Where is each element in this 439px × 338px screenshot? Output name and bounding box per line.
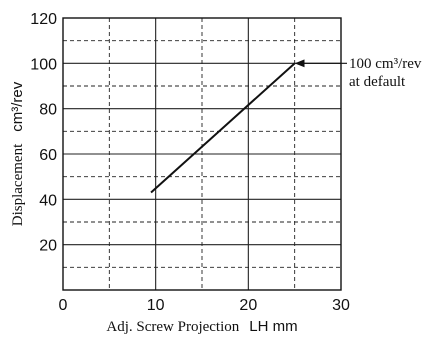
annotation-line-1: 100 cm³/rev (349, 56, 422, 72)
x-axis-label-text: Adj. Screw Projection (106, 319, 239, 335)
y-axis-label: Displacement cm³/rev (9, 81, 26, 226)
y-tick-label: 120 (30, 11, 57, 28)
x-axis-label: Adj. Screw Projection LH mm (106, 318, 297, 335)
x-axis-label-unit: LH mm (249, 318, 297, 335)
y-axis-label-text: Displacement (10, 143, 26, 226)
series-line (150, 62, 296, 194)
y-axis-label-unit: cm³/rev (9, 81, 26, 131)
x-tick-label: 0 (59, 297, 68, 314)
x-tick-label: 20 (239, 297, 257, 314)
x-tick-label: 10 (147, 297, 165, 314)
x-tick-label: 30 (332, 297, 350, 314)
y-tick-label: 40 (39, 192, 57, 209)
y-tick-label: 100 (30, 56, 57, 73)
y-tick-label: 80 (39, 102, 57, 119)
tick-labels: 0 10 20 30 20 40 60 80 100 120 (30, 11, 350, 314)
plot-frame (62, 17, 342, 291)
y-tick-label: 20 (39, 238, 57, 255)
grid (63, 18, 341, 290)
annotation-line-2: at default (349, 74, 406, 90)
y-tick-label: 60 (39, 147, 57, 164)
